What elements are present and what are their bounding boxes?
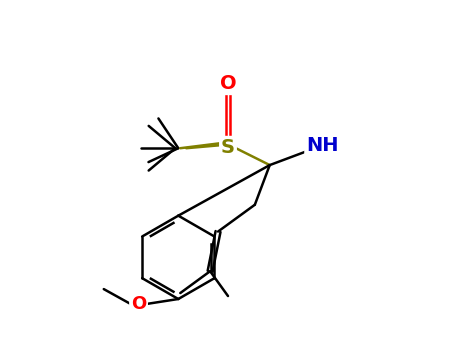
Text: O: O	[220, 74, 236, 93]
Text: S: S	[221, 138, 235, 157]
Text: O: O	[131, 295, 146, 313]
Text: NH: NH	[306, 136, 339, 155]
